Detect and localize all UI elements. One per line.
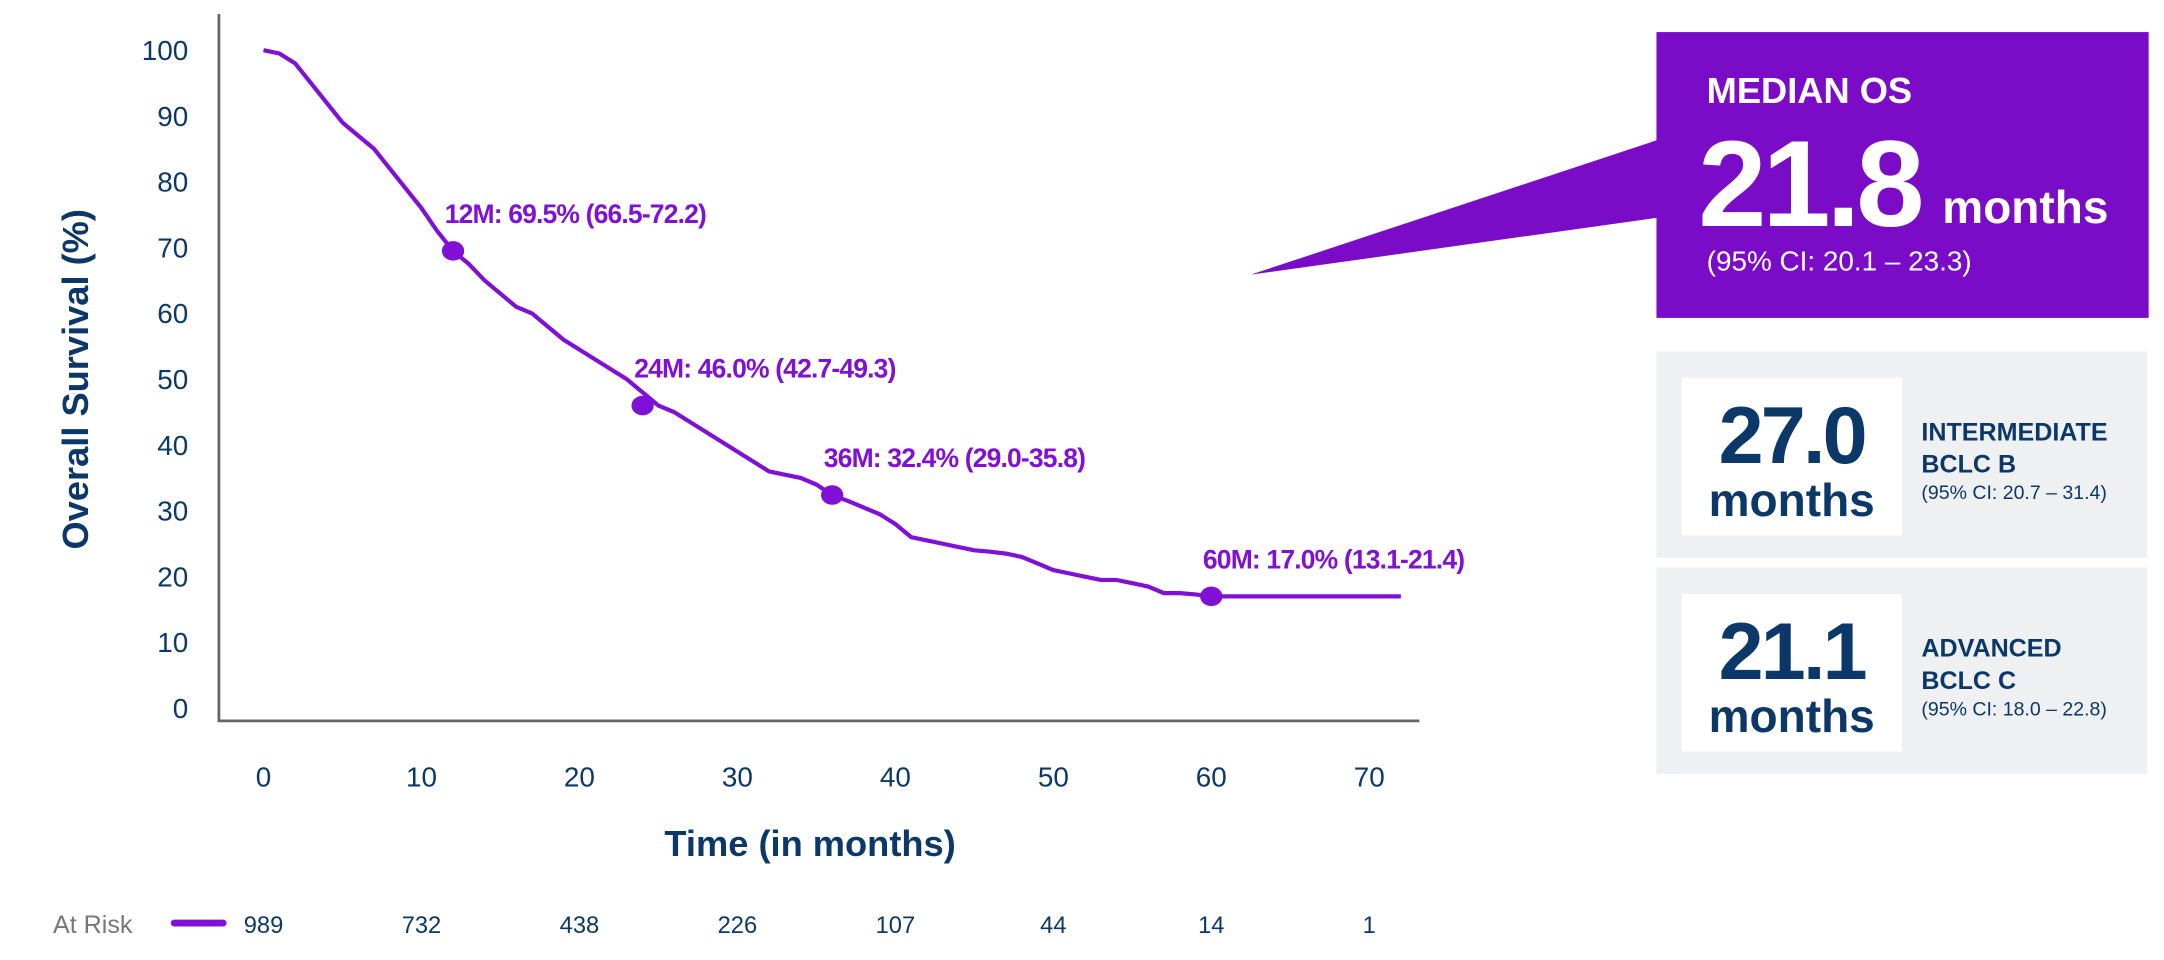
side-panels: MEDIAN OS 21.8 months (95% CI: 20.1 – 23… [1250, 32, 2149, 318]
median-unit: months [1942, 181, 2108, 233]
landmark-marker [821, 485, 844, 505]
x-tick-label: 30 [722, 761, 753, 792]
plot: Overall Survival (%) Time (in months) At… [53, 13, 1420, 939]
y-tick-label: 10 [157, 627, 188, 658]
y-tick-label: 40 [157, 430, 188, 461]
subgroup-value: 21.1 [1719, 607, 1866, 697]
landmark-marker [1200, 586, 1223, 607]
at-risk-count: 226 [718, 913, 758, 939]
median-ci: (95% CI: 20.1 – 23.3) [1707, 246, 1972, 277]
x-tick-label: 10 [406, 761, 437, 792]
at-risk-count: 732 [402, 913, 442, 939]
y-tick-label: 50 [157, 364, 188, 395]
median-box [1656, 32, 2149, 318]
subgroup-unit: months [1709, 690, 1875, 742]
at-risk-count: 107 [876, 913, 916, 939]
median-value: 21.8 [1698, 116, 1921, 253]
x-tick-label: 0 [256, 761, 272, 792]
x-tick-label: 40 [880, 761, 911, 792]
y-tick-label: 80 [157, 167, 188, 198]
subgroup-value: 27.0 [1719, 391, 1865, 481]
at-risk-count: 1 [1363, 913, 1376, 939]
subgroup-value-box [1681, 377, 1902, 536]
at-risk-count: 14 [1198, 913, 1224, 939]
y-tick-label: 20 [157, 561, 188, 592]
y-tick-label: 70 [157, 232, 188, 263]
landmark-label: 12M: 69.5% (66.5-72.2) [445, 199, 706, 229]
y-axis-label: Overall Survival (%) [55, 209, 96, 549]
at-risk-count: 989 [244, 913, 284, 939]
at-risk-count: 44 [1040, 913, 1066, 939]
at-risk-count: 438 [560, 913, 600, 939]
subgroup-name: INTERMEDIATE [1921, 419, 2107, 447]
landmark-marker [441, 241, 465, 261]
x-tick-label: 20 [564, 761, 595, 792]
landmark-label: 36M: 32.4% (29.0-35.8) [824, 443, 1085, 473]
subgroup-value-box [1681, 593, 1902, 752]
callout-pointer [1250, 139, 1660, 275]
y-tick-label: 30 [157, 496, 188, 527]
subgroup-stage: BCLC B [1921, 451, 2016, 479]
y-tick-label: 90 [157, 101, 188, 132]
landmark-label: 24M: 46.0% (42.7-49.3) [634, 354, 895, 384]
landmark-label: 60M: 17.0% (13.1-21.4) [1203, 545, 1464, 575]
y-tick-label: 100 [142, 35, 189, 66]
subgroup-unit: months [1709, 474, 1875, 526]
at-risk-label: At Risk [53, 911, 133, 939]
x-tick-label: 50 [1038, 761, 1069, 792]
landmark-marker [631, 395, 654, 416]
survival-curve [263, 48, 1401, 599]
subgroup-ci: (95% CI: 20.7 – 31.4) [1921, 482, 2107, 504]
subgroup-name: ADVANCED [1921, 635, 2061, 663]
x-tick-label: 60 [1196, 761, 1227, 792]
y-tick-label: 0 [173, 693, 189, 724]
y-tick-label: 60 [157, 298, 188, 329]
median-title: MEDIAN OS [1707, 70, 1912, 111]
subgroup-stage: BCLC C [1921, 667, 2016, 695]
x-tick-label: 70 [1354, 761, 1385, 792]
subgroup-ci: (95% CI: 18.0 – 22.8) [1921, 698, 2107, 720]
x-axis-label: Time (in months) [664, 823, 955, 864]
